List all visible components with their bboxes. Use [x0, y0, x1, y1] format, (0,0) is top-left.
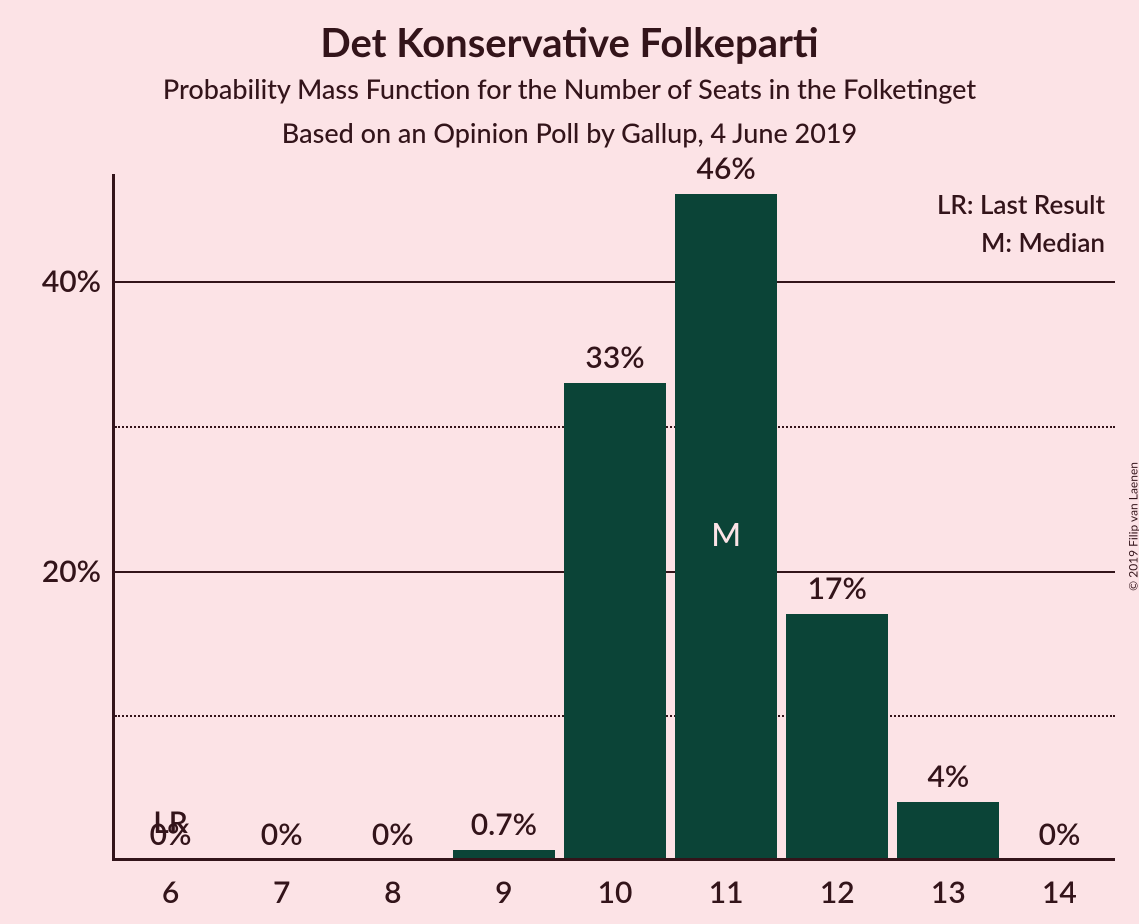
x-tick-label: 8 [384, 860, 401, 910]
bar-value-label: 46% [697, 150, 756, 186]
legend-lr: LR: Last Result [937, 188, 1105, 220]
bar [786, 614, 888, 860]
y-axis [112, 174, 115, 861]
bar [564, 383, 666, 860]
x-tick-label: 9 [495, 860, 512, 910]
x-tick-label: 6 [162, 860, 179, 910]
x-tick-label: 14 [1042, 860, 1077, 910]
last-result-label: LR [153, 804, 188, 840]
bar-value-label: 0% [261, 816, 303, 852]
bar-value-label: 0% [1039, 816, 1081, 852]
y-tick-label: 40% [42, 263, 115, 299]
pmf-chart: Det Konservative Folkeparti Probability … [0, 0, 1139, 924]
bar-value-label: 17% [808, 570, 867, 606]
x-tick-label: 7 [273, 860, 290, 910]
chart-legend: LR: Last Result M: Median [937, 188, 1105, 264]
bar-value-label: 0.7% [471, 806, 537, 842]
grid-major [115, 281, 1115, 283]
x-tick-label: 12 [820, 860, 855, 910]
plot-area: LR: Last Result M: Median 20%40%0%6LR0%7… [115, 180, 1115, 860]
median-label: M [711, 514, 741, 553]
bar-value-label: 0% [372, 816, 414, 852]
bar-value-label: 4% [927, 758, 969, 794]
chart-subtitle-1: Probability Mass Function for the Number… [0, 72, 1139, 105]
x-tick-label: 10 [598, 860, 633, 910]
bar [897, 802, 999, 860]
y-tick-label: 20% [42, 553, 115, 589]
x-tick-label: 13 [931, 860, 966, 910]
chart-subtitle-2: Based on an Opinion Poll by Gallup, 4 Ju… [0, 116, 1139, 149]
chart-title: Det Konservative Folkeparti [0, 18, 1139, 66]
legend-m: M: Median [937, 226, 1105, 258]
copyright-text: © 2019 Filip van Laenen [1126, 462, 1139, 591]
bar-value-label: 33% [585, 339, 644, 375]
x-axis [112, 858, 1115, 861]
x-tick-label: 11 [709, 860, 744, 910]
